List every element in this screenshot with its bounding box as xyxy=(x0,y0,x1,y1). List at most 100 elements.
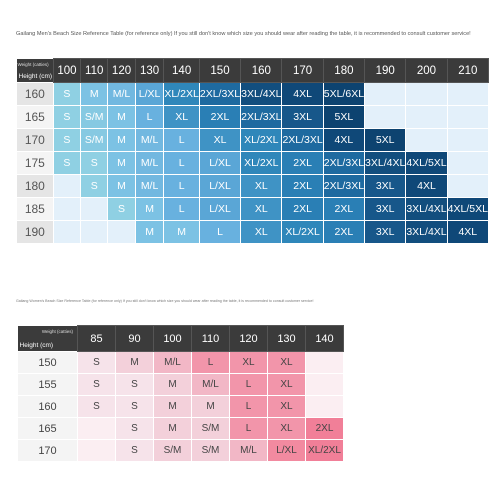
men-size-cell xyxy=(446,151,489,175)
men-size-cell xyxy=(446,82,489,106)
men-table-body: 160 S M M/L L/XL XL/2XL 2XL/3XL 3XL/4XL 4XL 5XL/6… xyxy=(16,82,489,244)
men-weight-header: 100 xyxy=(52,58,82,83)
men-size-cell: 2XL xyxy=(198,105,242,129)
men-weight-header: 160 xyxy=(240,58,283,83)
men-size-cell: XL/2XL xyxy=(240,151,283,175)
women-size-cell xyxy=(77,417,116,440)
men-size-cell: S xyxy=(52,105,82,129)
men-size-table: Weight (catties) Height (cm) 100 110 120 13… xyxy=(16,58,489,244)
women-size-cell: L xyxy=(229,395,268,418)
men-size-cell xyxy=(446,174,489,198)
men-size-cell: S xyxy=(107,197,136,221)
men-size-cell: XL xyxy=(163,105,200,129)
men-size-cell xyxy=(80,197,109,221)
men-size-cell: XL xyxy=(240,174,283,198)
men-size-cell xyxy=(405,82,448,106)
men-size-cell: L/XL xyxy=(198,174,242,198)
men-height-cell: 175 xyxy=(16,151,54,175)
men-weight-header: 130 xyxy=(134,58,165,83)
women-size-cell: M xyxy=(191,395,230,418)
men-size-cell: M xyxy=(163,220,200,244)
men-size-cell: L/XL xyxy=(134,82,165,106)
men-weight-header: 190 xyxy=(364,58,407,83)
women-size-cell xyxy=(305,351,344,374)
men-size-cell: M xyxy=(107,128,136,152)
men-size-cell xyxy=(446,105,489,129)
men-table-row: 165 S S/M M L XL 2XL 2XL/3XL 3XL 5XL xyxy=(16,105,489,129)
men-size-cell xyxy=(107,220,136,244)
men-size-cell: L xyxy=(134,105,165,129)
women-size-cell: S xyxy=(115,417,154,440)
men-size-cell: 4XL xyxy=(281,82,324,106)
men-size-cell: 3XL/4XL xyxy=(240,82,283,106)
women-table-row: 170 S S/M S/M M/L L/XL XL/2XL xyxy=(17,439,344,462)
men-table-row: 180 S M M/L L L/XL XL 2XL 2XL/3XL 3XL 4XL xyxy=(16,174,489,198)
men-size-cell: 2XL xyxy=(281,197,324,221)
women-height-cell: 165 xyxy=(17,417,78,440)
women-size-cell: S xyxy=(77,395,116,418)
men-size-cell: 2XL/3XL xyxy=(240,105,283,129)
women-size-cell xyxy=(77,439,116,462)
men-size-cell xyxy=(80,220,109,244)
men-size-cell: S/M xyxy=(80,128,109,152)
men-size-cell: 4XL xyxy=(405,174,448,198)
men-weight-header: 120 xyxy=(107,58,136,83)
men-table-row: 185 S M L L/XL XL 2XL 2XL 3XL 3XL/4XL 4XL/5XL xyxy=(16,197,489,221)
women-size-cell: L xyxy=(191,351,230,374)
men-size-cell: 5XL xyxy=(364,128,407,152)
women-size-cell: S xyxy=(115,439,154,462)
men-table-row: 170 S S/M M M/L L XL XL/2XL 2XL/3XL 4XL 5XL xyxy=(16,128,489,152)
men-corner-cell: Weight (catties) Height (cm) xyxy=(16,58,54,83)
women-size-cell: L xyxy=(229,417,268,440)
women-corner-weight-label: Weight (catties) xyxy=(41,328,73,334)
women-table-row: 150 S M M/L L XL XL xyxy=(17,351,344,374)
women-table-body: 150 S M M/L L XL XL 155 S S M M/L L XL 160 S S M M L XL 165 S M… xyxy=(17,351,344,462)
men-height-cell: 190 xyxy=(16,220,54,244)
men-size-cell: 2XL/3XL xyxy=(322,174,366,198)
men-height-cell: 185 xyxy=(16,197,54,221)
men-size-cell: XL xyxy=(198,128,242,152)
women-size-cell: M xyxy=(115,351,154,374)
men-size-cell: M xyxy=(80,82,109,106)
men-weight-header: 150 xyxy=(198,58,242,83)
men-height-cell: 165 xyxy=(16,105,54,129)
men-size-cell: 2XL/3XL xyxy=(198,82,242,106)
men-size-cell: M/L xyxy=(134,128,165,152)
men-size-cell: S xyxy=(52,82,82,106)
women-size-cell: S xyxy=(115,395,154,418)
women-corner-cell: Weight (catties) Height (cm) xyxy=(17,325,78,352)
men-size-cell: 4XL/5XL xyxy=(405,151,448,175)
men-size-cell: M xyxy=(107,105,136,129)
men-size-cell: 2XL/3XL xyxy=(281,128,324,152)
men-weight-header: 140 xyxy=(163,58,200,83)
men-size-cell: 2XL xyxy=(322,220,366,244)
women-weight-header: 90 xyxy=(115,325,154,352)
men-size-cell: 2XL xyxy=(322,197,366,221)
women-size-cell: S xyxy=(77,373,116,396)
men-size-cell: L xyxy=(198,220,242,244)
men-size-cell: L xyxy=(163,128,200,152)
men-size-cell xyxy=(52,220,82,244)
men-size-cell xyxy=(364,105,407,129)
men-size-cell: 3XL/4XL xyxy=(405,197,448,221)
men-weight-header: 110 xyxy=(80,58,109,83)
men-size-cell: L/XL xyxy=(198,151,242,175)
men-size-cell: 4XL xyxy=(446,220,489,244)
men-size-cell xyxy=(405,128,448,152)
women-size-cell: S/M xyxy=(191,439,230,462)
men-size-cell: S/M xyxy=(80,105,109,129)
men-size-cell: XL/2XL xyxy=(281,220,324,244)
men-header-row: Weight (catties) Height (cm) 100 110 120 13… xyxy=(16,58,489,83)
men-size-cell: L/XL xyxy=(198,197,242,221)
men-corner-weight-label: Weight (catties) xyxy=(17,61,49,67)
men-table-row: 175 S S M M/L L L/XL XL/2XL 2XL 2XL/3XL 3XL/4XL 4XL… xyxy=(16,151,489,175)
men-size-cell xyxy=(52,174,82,198)
men-size-cell: S xyxy=(52,128,82,152)
women-size-cell: M xyxy=(153,395,192,418)
men-size-cell: 3XL xyxy=(281,105,324,129)
women-size-cell: L/XL xyxy=(267,439,306,462)
men-weight-header: 200 xyxy=(405,58,448,83)
men-size-cell: M xyxy=(107,151,136,175)
men-corner-height-label: Height (cm) xyxy=(18,73,53,80)
men-size-cell: S xyxy=(80,151,109,175)
